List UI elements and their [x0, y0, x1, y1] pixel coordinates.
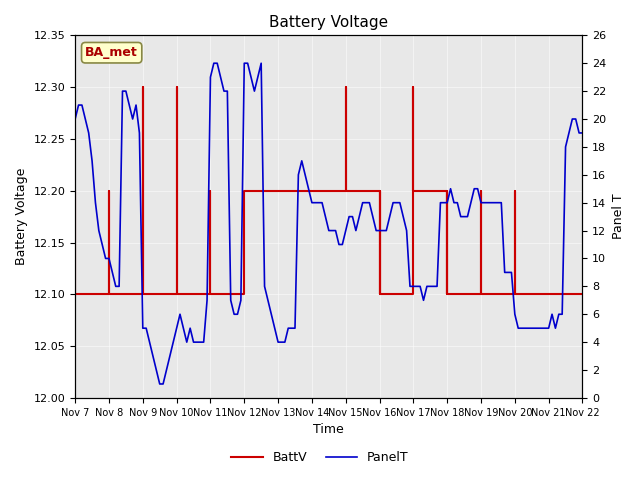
- PanelT: [210, 60, 218, 66]
- Y-axis label: Battery Voltage: Battery Voltage: [15, 168, 28, 265]
- BattV: [139, 84, 147, 90]
- Line: PanelT: PanelT: [75, 63, 582, 384]
- BattV: [511, 188, 518, 193]
- BattV: [207, 188, 214, 193]
- BattV: [173, 188, 180, 193]
- Text: BA_met: BA_met: [85, 46, 138, 59]
- BattV: [71, 188, 79, 193]
- PanelT: [71, 116, 79, 122]
- Legend: BattV, PanelT: BattV, PanelT: [227, 446, 413, 469]
- PanelT: [386, 214, 394, 219]
- Title: Battery Voltage: Battery Voltage: [269, 15, 388, 30]
- BattV: [71, 291, 79, 297]
- BattV: [579, 291, 586, 297]
- PanelT: [325, 228, 333, 233]
- Y-axis label: Panel T: Panel T: [612, 194, 625, 240]
- PanelT: [399, 214, 407, 219]
- PanelT: [257, 60, 265, 66]
- PanelT: [579, 130, 586, 136]
- BattV: [376, 291, 383, 297]
- Line: BattV: BattV: [75, 87, 582, 294]
- X-axis label: Time: Time: [314, 423, 344, 436]
- PanelT: [575, 130, 583, 136]
- PanelT: [156, 381, 164, 387]
- PanelT: [433, 284, 441, 289]
- BattV: [105, 291, 113, 297]
- BattV: [308, 188, 316, 193]
